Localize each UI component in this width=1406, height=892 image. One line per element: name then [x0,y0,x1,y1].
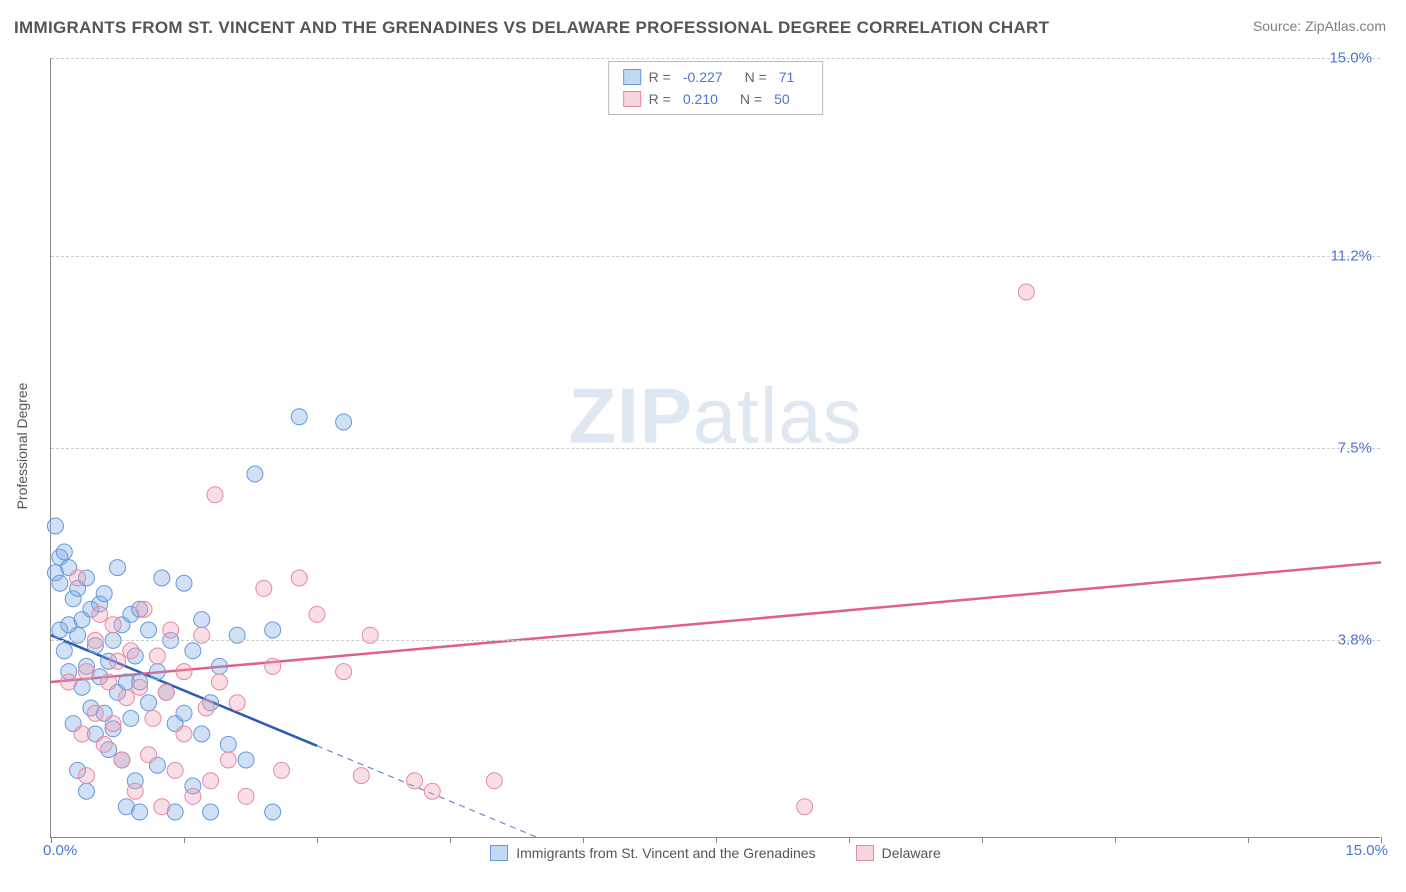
chart-container: IMMIGRANTS FROM ST. VINCENT AND THE GREN… [0,0,1406,892]
legend-item-blue: Immigrants from St. Vincent and the Gren… [490,845,815,861]
chart-title: IMMIGRANTS FROM ST. VINCENT AND THE GREN… [14,18,1049,38]
plot-area: ZIPatlas R = -0.227 N = 71 R = 0.210 N =… [50,58,1380,838]
y-axis-title: Professional Degree [14,383,30,510]
series-legend: Immigrants from St. Vincent and the Gren… [51,845,1380,861]
y-tick-label: 11.2% [1331,247,1372,264]
y-tick-label: 15.0% [1329,50,1372,67]
source-label: Source: ZipAtlas.com [1253,18,1386,34]
swatch-blue-icon [490,845,508,861]
legend-label-pink: Delaware [882,845,941,861]
y-tick-label: 7.5% [1338,440,1372,457]
y-tick-label: 3.8% [1338,632,1372,649]
swatch-pink-icon [856,845,874,861]
legend-label-blue: Immigrants from St. Vincent and the Gren… [516,845,815,861]
legend-item-pink: Delaware [856,845,941,861]
